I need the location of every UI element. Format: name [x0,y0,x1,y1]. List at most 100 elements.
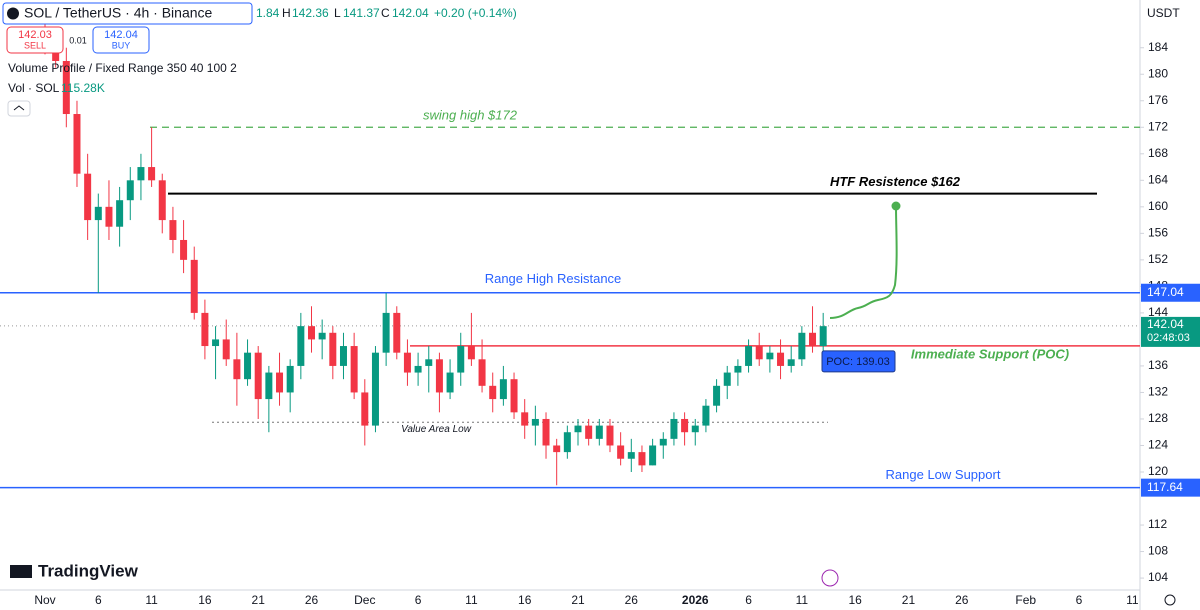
candle-body [467,346,475,360]
x-tick-label: 16 [518,593,532,607]
candle-body [659,438,667,446]
y-tick-label: 108 [1148,544,1168,558]
level-label: HTF Resistence $162 [830,174,961,189]
x-tick-label: Dec [354,593,375,607]
candle-body [553,445,561,453]
candle-body [425,359,433,366]
y-tick-label: 104 [1148,570,1168,584]
volume-legend: Vol · SOL [8,81,60,95]
level-label: Range Low Support [886,467,1001,482]
candle-body [137,167,145,181]
candle-body [190,259,198,313]
candle-body [713,385,721,406]
collapse-button[interactable] [7,100,31,117]
candle-body [265,372,273,400]
candle-body [574,425,582,433]
candle-body [350,346,358,393]
x-tick-label: 26 [305,593,319,607]
y-tick-label: 132 [1148,385,1168,399]
candle-body [766,352,774,360]
low-value: 141.37 [343,6,380,20]
symbol-box[interactable] [2,2,253,25]
candle-body [734,365,742,373]
y-tick-label: 120 [1148,464,1168,478]
candle-body [435,359,443,393]
candle-body [180,239,188,260]
poc-label: POC: 139.03 [826,356,890,368]
candle-body [638,452,646,466]
candle-body [819,326,827,347]
candle-body [723,372,731,386]
y-tick-label: 168 [1148,146,1168,160]
candle-body [478,359,486,386]
x-tick-label: 6 [1076,593,1083,607]
candle-body [403,352,411,373]
buy-button[interactable] [92,26,150,54]
candle-body [222,339,230,360]
candle-body [681,418,689,433]
candle-body [777,352,785,366]
x-tick-label: Nov [34,593,55,607]
candle-body [233,359,241,380]
sell-button[interactable] [6,26,64,54]
candle-body [542,418,550,446]
candle-body [73,114,81,174]
candle-body [371,352,379,426]
y-tick-label: 176 [1148,93,1168,107]
x-tick-label: 21 [252,593,266,607]
price-badge-label: 117.64 [1147,480,1183,494]
x-tick-label: 11 [796,593,809,607]
buy-price: 142.04 [104,29,138,41]
y-tick-label: 152 [1148,252,1168,266]
candle-body [414,365,422,373]
candle-body [702,405,710,426]
candle-body [670,418,678,439]
x-tick-label: 6 [415,593,422,607]
x-tick-label: 6 [745,593,752,607]
candle-body [297,326,305,366]
candle-body [617,445,625,459]
candle-body [329,332,337,366]
candle-body [105,206,113,227]
y-tick-label: 124 [1148,438,1168,452]
candle-body [62,60,70,115]
settings-icon[interactable] [1164,594,1176,606]
candle-body [276,372,284,393]
projection-target [891,201,901,211]
x-tick-label: 21 [902,593,916,607]
candle-body [339,346,347,366]
candle-body [787,359,795,366]
plot [0,21,1140,489]
candle-body [755,346,763,360]
candle-body [510,379,518,413]
candle-body [499,379,507,400]
x-tick-label: 21 [571,593,585,607]
y-tick-label: 172 [1148,119,1168,133]
candle-body [244,352,252,380]
close-label: C [381,6,390,20]
candle-body [382,312,390,353]
candle-body [585,425,593,439]
candle-body [627,452,635,459]
x-tick-label: 26 [625,593,639,607]
level-label: Range High Resistance [485,271,622,286]
x-tick-label: 16 [848,593,862,607]
candle-body [798,332,806,360]
x-tick-label: 2026 [682,593,709,607]
price-badge [1141,478,1200,497]
open-value: 1.84 [256,6,280,20]
sell-price: 142.03 [18,29,52,41]
y-tick-label: 160 [1148,199,1168,213]
spread: 0.01 [69,35,87,45]
currency[interactable]: USDT [1147,6,1180,20]
high-label: H [282,6,291,20]
level-label: Immediate Support (POC) [911,346,1069,361]
y-tick-label: 184 [1148,40,1168,54]
alert-icon[interactable] [821,569,839,587]
x-tick-label: Feb [1015,593,1036,607]
x-tick-label: 11 [145,593,158,607]
candle-body [201,312,209,347]
logo-mark [10,565,32,578]
candle-body [212,339,220,347]
